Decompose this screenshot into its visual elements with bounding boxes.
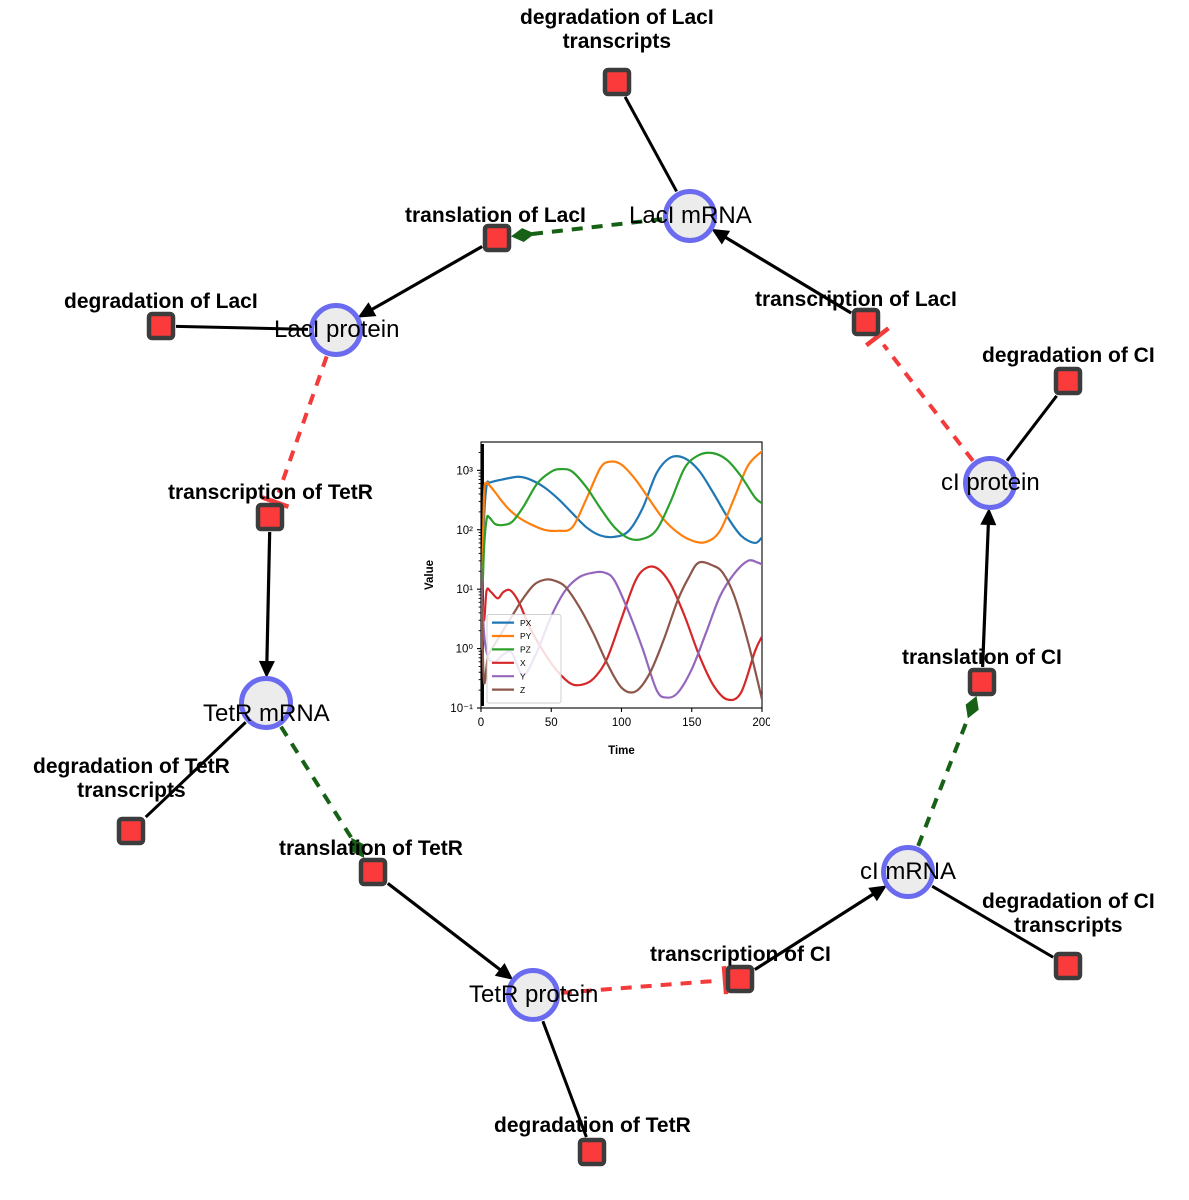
reaction-node[interactable]: [577, 1137, 607, 1167]
edge-modifier: [522, 217, 663, 238]
x-tick-label: 50: [545, 717, 558, 729]
species-node[interactable]: [239, 676, 293, 730]
edge-inhibition: [881, 343, 975, 463]
y-tick-label: 10⁰: [456, 644, 474, 656]
legend-label-Z: Z: [520, 685, 525, 695]
x-tick-label: 150: [682, 717, 701, 729]
chart-series-X: [481, 565, 762, 702]
inset-time-course-chart: 0 50 100 150 200 10⁻¹ 10⁰ 10¹ 10² 10³ Time Value PX P…: [419, 433, 770, 760]
reaction-node[interactable]: [725, 964, 755, 994]
arrowhead-icon: [258, 660, 275, 679]
reaction-node[interactable]: [255, 502, 285, 532]
chart-svg: 0 50 100 150 20010⁻¹10⁰10¹10²10³TimeValuePXP…: [424, 441, 770, 757]
y-tick-label: 10³: [456, 465, 473, 477]
edge-plain: [541, 1020, 588, 1138]
edge-substrate: [753, 892, 875, 971]
tee-head-icon: [721, 966, 729, 995]
edge-substrate: [386, 882, 502, 972]
species-node[interactable]: [663, 189, 717, 243]
species-node[interactable]: [881, 845, 935, 899]
reaction-node[interactable]: [967, 667, 997, 697]
arrowhead-icon: [357, 302, 377, 318]
chart-legend: PX PY PZ XYZ: [486, 614, 562, 704]
edge-substrate: [265, 531, 272, 663]
species-node[interactable]: [309, 303, 363, 357]
legend-label-X: X: [520, 658, 526, 668]
reaction-node[interactable]: [851, 307, 881, 337]
reaction-node[interactable]: [116, 816, 146, 846]
edge-substrate: [981, 523, 990, 668]
arrowhead-icon: [980, 507, 997, 526]
reaction-node[interactable]: [482, 223, 512, 253]
diamond-head-icon: [965, 695, 979, 719]
diamond-head-icon: [351, 837, 365, 858]
edge-modifier: [916, 706, 975, 847]
y-tick-label: 10⁻¹: [450, 703, 473, 715]
diamond-head-icon: [511, 228, 535, 243]
edge-plain: [1005, 394, 1058, 462]
chart-series-PX: [481, 454, 762, 650]
edge-plain: [623, 96, 678, 193]
species-node[interactable]: [963, 456, 1017, 510]
arrowhead-icon: [868, 885, 887, 902]
edge-modifier: [279, 725, 360, 849]
edge-substrate: [724, 235, 852, 315]
x-tick-label: 100: [612, 717, 631, 729]
edge-inhibition: [560, 978, 716, 995]
y-tick-label: 10²: [456, 525, 473, 537]
tee-head-icon: [261, 495, 290, 509]
edge-substrate: [370, 245, 483, 312]
legend-label-PX: PX: [520, 618, 532, 628]
chart-ylabel: Value: [424, 560, 436, 590]
edge-plain: [175, 324, 309, 331]
y-tick-label: 10¹: [456, 584, 473, 596]
chart-xlabel: Time: [608, 745, 635, 757]
reaction-node[interactable]: [1053, 366, 1083, 396]
reaction-node[interactable]: [146, 311, 176, 341]
edge-inhibition: [276, 355, 329, 494]
legend-label-PZ: PZ: [520, 645, 531, 655]
arrowhead-icon: [711, 228, 731, 245]
x-tick-label: 0: [478, 717, 484, 729]
chart-series-PZ: [481, 451, 762, 650]
arrowhead-icon: [494, 963, 514, 980]
edge-plain: [931, 884, 1054, 959]
species-node[interactable]: [506, 968, 560, 1022]
reaction-node[interactable]: [1053, 951, 1083, 981]
x-tick-label: 200: [752, 717, 770, 729]
reaction-node[interactable]: [358, 857, 388, 887]
legend-label-Y: Y: [520, 671, 526, 681]
tee-head-icon: [864, 326, 890, 348]
edge-plain: [144, 721, 247, 819]
reaction-node[interactable]: [602, 67, 632, 97]
legend-label-PY: PY: [520, 631, 532, 641]
